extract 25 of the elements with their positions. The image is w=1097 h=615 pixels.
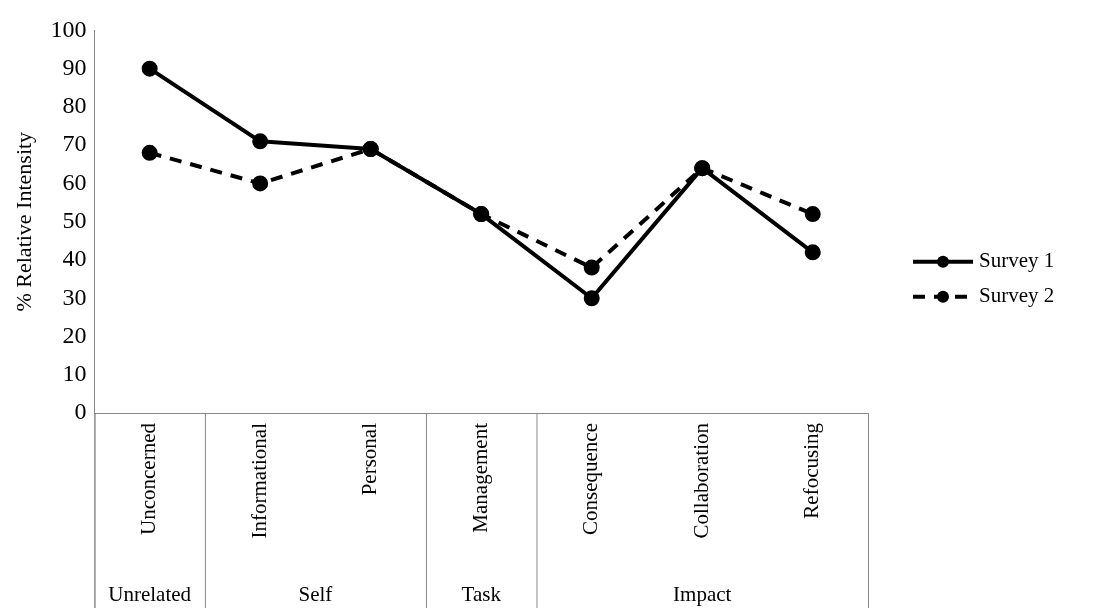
x-tick-label: Management <box>467 422 492 533</box>
x-tick-label: Collaboration <box>688 422 713 539</box>
x-tick-label: Consequence <box>578 423 603 535</box>
text: Impact <box>673 582 732 607</box>
y-axis-title: % Relative Intensity <box>10 131 36 312</box>
y-tick-label: 70 <box>62 130 87 157</box>
text: Task <box>461 582 502 607</box>
y-tick-label: 80 <box>62 92 87 119</box>
x-tick-label: Unconcerned <box>136 422 161 535</box>
y-tick-label: 10 <box>62 360 87 387</box>
y-tick-label: 100 <box>50 15 87 42</box>
y-tick-label: 60 <box>62 168 87 195</box>
y-tick-label: 20 <box>62 321 87 348</box>
y-tick-label: 40 <box>62 245 87 272</box>
y-tick-label: 30 <box>62 283 87 310</box>
legend-label: Survey 2 <box>979 283 1055 308</box>
x-tick-label: Informational <box>246 422 271 539</box>
x-tick-label: Refocusing <box>799 422 824 519</box>
text: Self <box>298 582 333 607</box>
y-tick-label: 90 <box>62 53 87 80</box>
text: Unrelated <box>108 582 192 607</box>
x-tick-label: Personal <box>357 422 382 496</box>
legend-label: Survey 1 <box>979 248 1055 273</box>
y-tick-label: 50 <box>62 207 87 233</box>
y-tick-label: 0 <box>74 398 87 425</box>
